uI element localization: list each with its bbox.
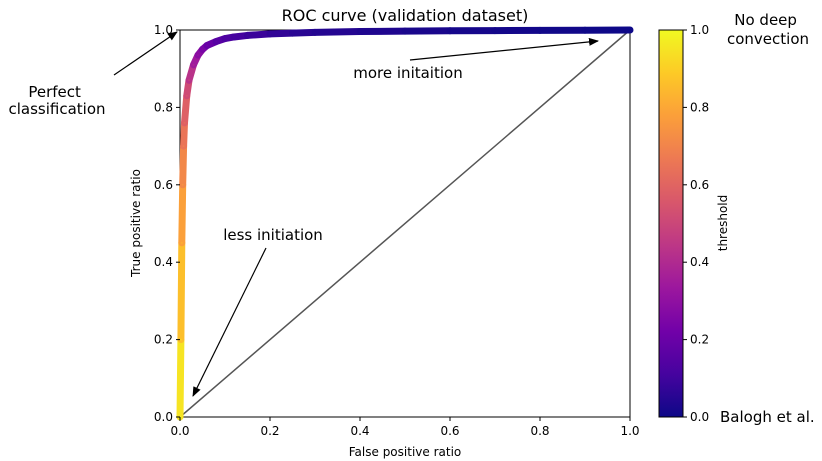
colorbar-gradient: [658, 29, 684, 418]
roc-segment: [177, 239, 186, 344]
colorbar-bottom-label: Balogh et al.: [720, 408, 815, 426]
annotations: Perfect classification more initaition l…: [8, 31, 599, 397]
roc-curve: [176, 26, 634, 421]
roc-segment: [311, 28, 364, 36]
colorbar-top-line1: No deep: [734, 11, 797, 29]
roc-point: [629, 29, 631, 31]
roc-point: [206, 44, 208, 47]
colorbar-label: threshold: [716, 195, 730, 252]
annotation-perfect: Perfect classification: [8, 83, 105, 118]
roc-point: [404, 30, 406, 33]
axis-ticks: 0.0 0.2 0.4 0.6 0.8 1.0 0.0 0.2 0.4 0.6 0.8 1.0: [154, 23, 640, 438]
colorbar-tick-label: 0.8: [690, 100, 709, 114]
roc-point: [188, 79, 190, 82]
annotation-perfect-line1: Perfect: [28, 83, 81, 101]
roc-point: [539, 29, 541, 32]
roc-segment: [244, 30, 274, 39]
roc-point: [233, 35, 235, 38]
roc-point: [183, 121, 186, 124]
colorbar-tick-label: 0.0: [690, 410, 709, 424]
roc-point: [224, 37, 226, 40]
roc-point: [246, 34, 249, 37]
x-tick-label: 0.8: [530, 424, 549, 438]
roc-point: [494, 29, 496, 32]
x-axis-label: False positive ratio: [349, 445, 462, 459]
roc-point: [185, 94, 188, 97]
arrow-more: [409, 37, 599, 61]
roc-segment: [178, 181, 187, 247]
roc-segment: [266, 29, 296, 38]
roc-point: [291, 32, 294, 35]
roc-segment: [289, 28, 319, 37]
roc-point: [584, 29, 586, 32]
roc-point: [179, 338, 182, 341]
x-tick-label: 0.4: [350, 424, 369, 438]
colorbar-tick-label: 0.2: [690, 333, 709, 347]
x-tick-label: 0.0: [170, 424, 189, 438]
roc-segment: [179, 142, 188, 189]
roc-point: [201, 48, 204, 51]
roc-point: [359, 30, 361, 33]
roc-point: [197, 54, 199, 57]
roc-point: [181, 183, 184, 186]
y-tick-label: 0.8: [154, 100, 173, 114]
colorbar: threshold No deep convection Balogh et a…: [658, 11, 815, 426]
roc-point: [192, 63, 195, 66]
roc-segment: [180, 119, 188, 150]
colorbar-tick-label: 0.6: [690, 178, 709, 192]
roc-point: [182, 145, 185, 148]
x-tick-label: 1.0: [620, 424, 639, 438]
colorbar-top-line2: convection: [727, 30, 809, 48]
colorbar-tick-label: 0.4: [690, 255, 709, 269]
y-tick-label: 0.0: [154, 410, 173, 424]
roc-segment: [181, 92, 191, 127]
chart-title: ROC curve (validation dataset): [282, 6, 529, 25]
roc-point: [269, 32, 271, 35]
x-tick-label: 0.2: [260, 424, 279, 438]
roc-point: [180, 241, 183, 244]
x-tick-label: 0.6: [440, 424, 459, 438]
colorbar-tick-label: 1.0: [690, 23, 709, 37]
y-tick-label: 1.0: [154, 23, 173, 37]
annotation-more: more initaition: [353, 64, 462, 82]
y-axis-label: True positive ratio: [129, 169, 143, 278]
y-tick-label: 0.6: [154, 178, 173, 192]
annotation-perfect-line2: classification: [8, 100, 105, 118]
diagonal-line: [179, 29, 631, 418]
roc-point: [215, 40, 217, 43]
roc-point: [449, 29, 451, 32]
roc-segment: [176, 336, 185, 421]
arrow-perfect: [113, 31, 178, 76]
roc-point: [314, 31, 316, 34]
y-tick-label: 0.4: [154, 255, 173, 269]
annotation-less: less initiation: [223, 226, 323, 244]
colorbar-top-label: No deep convection: [727, 11, 809, 48]
arrow-less: [192, 247, 267, 397]
y-tick-label: 0.2: [154, 333, 173, 347]
plot-area: [176, 26, 634, 421]
